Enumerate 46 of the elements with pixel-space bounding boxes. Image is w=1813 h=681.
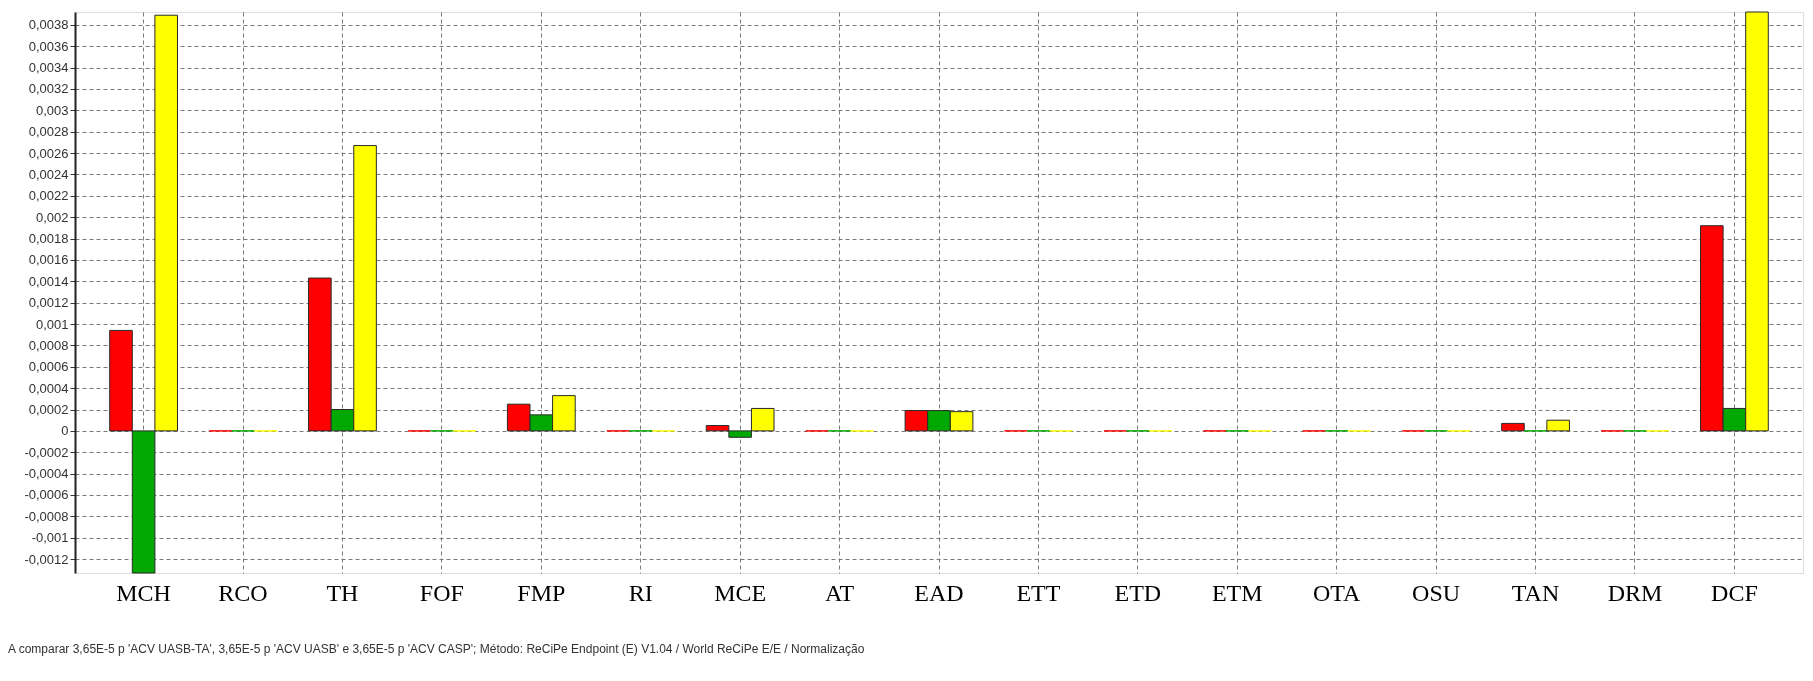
y-tick-label: 0,003 (35, 102, 69, 118)
y-tick-label: 0,001 (35, 316, 69, 332)
y-tick-label: 0,0032 (28, 81, 69, 97)
bar (1546, 419, 1570, 432)
y-tick-label: -0,0012 (24, 551, 69, 567)
x-tick-label: ETD (1114, 579, 1162, 606)
y-tick-label: 0,0034 (28, 60, 69, 76)
x-tick-label: TAN (1511, 579, 1560, 606)
y-tick-label: -0,0008 (24, 508, 69, 524)
x-tick-label: DCF (1711, 579, 1758, 606)
y-tick-label: 0,0036 (28, 38, 69, 54)
x-tick-label: OSU (1412, 579, 1461, 606)
x-tick-label: OTA (1313, 579, 1362, 606)
x-tick-label: FOF (419, 579, 464, 606)
x-tick-label: ETT (1016, 579, 1061, 606)
y-tick-label: 0,0026 (28, 145, 69, 161)
y-tick-label: -0,001 (31, 530, 69, 546)
y-tick-label: -0,0004 (24, 466, 69, 482)
y-tick-label: 0,0012 (28, 295, 69, 311)
x-tick-label: MCE (714, 579, 767, 606)
y-tick-label: 0 (61, 423, 69, 439)
y-tick-label: 0,0006 (28, 359, 69, 375)
y-tick-label: 0,0014 (28, 273, 69, 289)
y-tick-label: 0,0028 (28, 124, 69, 140)
x-tick-label: TH (326, 579, 359, 606)
y-tick-label: 0,0016 (28, 252, 69, 268)
y-tick-label: 0,0038 (28, 17, 69, 33)
x-tick-label: MCH (116, 579, 171, 606)
y-tick-label: -0,0006 (24, 487, 69, 503)
x-tick-label: FMP (517, 579, 566, 606)
y-tick-label: 0,002 (35, 209, 69, 225)
text: A comparar 3,65E-5 p 'ACV UASB-TA', 3,65E-5 p 'ACV UASB' e 3,65E-5 p 'ACV CASP'; Método: ReCiPe Endpoint (E) V1.04 / World ReCiPe E/E / Normalização (8, 642, 865, 656)
y-tick-label: 0,0004 (28, 380, 69, 396)
y-tick-label: -0,0002 (24, 444, 69, 460)
x-tick-label: EAD (914, 579, 964, 606)
x-tick-label: AT (824, 579, 855, 606)
x-tick-label: RCO (218, 579, 268, 606)
bar (1501, 422, 1525, 432)
y-tick-label: 0,0002 (28, 402, 69, 418)
y-tick-label: 0,0022 (28, 188, 69, 204)
y-tick-label: 0,0018 (28, 231, 69, 247)
x-tick-label: DRM (1607, 579, 1663, 606)
x-tick-label: ETM (1211, 579, 1263, 606)
y-tick-label: 0,0024 (28, 166, 69, 182)
y-tick-label: 0,0008 (28, 337, 69, 353)
x-tick-label: RI (628, 579, 653, 606)
